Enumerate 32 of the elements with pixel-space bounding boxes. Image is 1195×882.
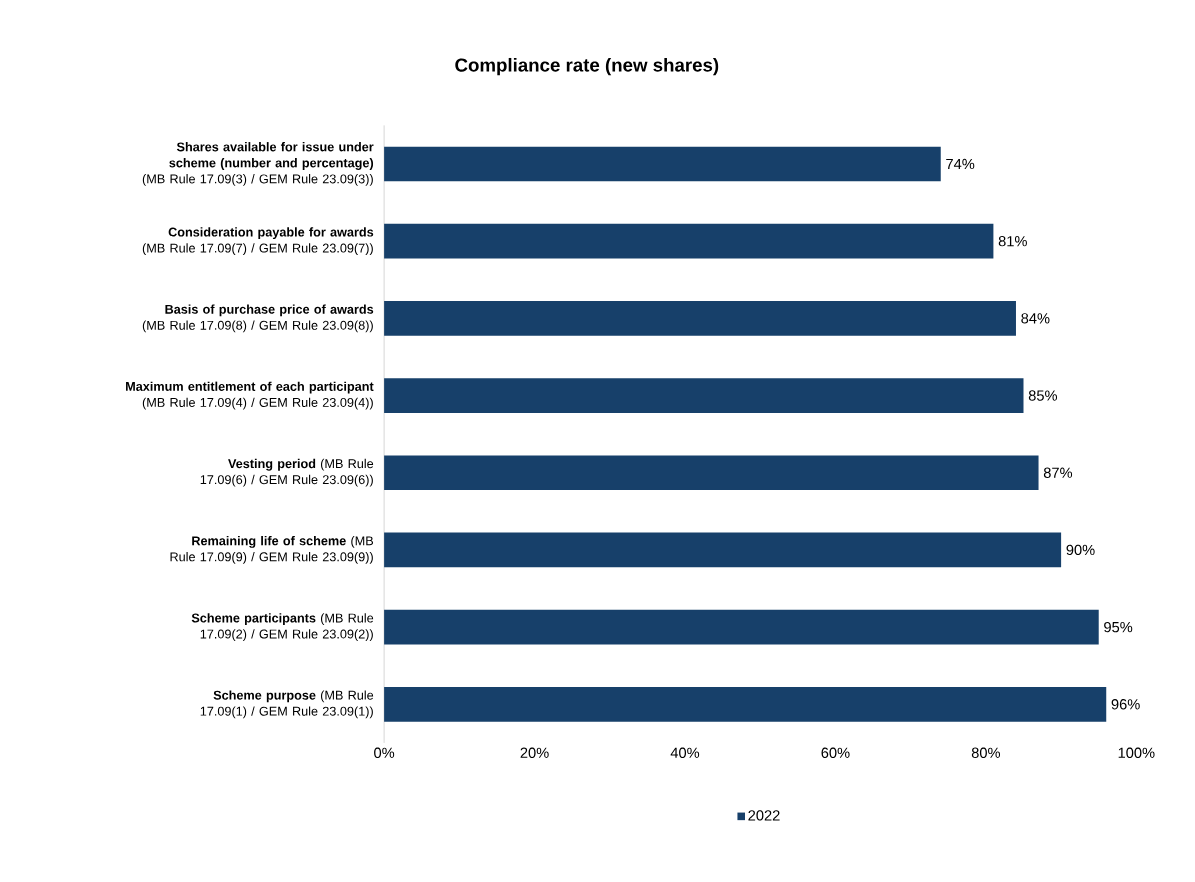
data-label: 95% — [1104, 622, 1133, 633]
y-tick-label: Vesting period (MB Rule 17.09(6) / GEM Rule 23.09(6)) — [200, 459, 374, 487]
bar — [384, 687, 1107, 722]
bar — [384, 146, 941, 182]
y-tick-label: Scheme participants (MB Rule 17.09(2) / GEM Rule 23.09(2)) — [191, 613, 374, 642]
y-tick-label: Consideration payable for awards (MB Rule 17.09(7) / GEM Rule 23.09(7)) — [142, 227, 374, 256]
bar — [384, 224, 994, 259]
y-tick-label: Remaining life of scheme (MB Rule 17.09(9) / GEM Rule 23.09(9)) — [170, 536, 374, 565]
x-tick-label: 60% — [821, 747, 850, 759]
data-label: 90% — [1066, 544, 1095, 556]
bar — [384, 378, 1024, 414]
legend-label: 2022 — [748, 810, 780, 821]
data-label: 81% — [998, 236, 1027, 247]
x-tick-label: 0% — [374, 747, 395, 759]
data-label: 96% — [1111, 699, 1140, 710]
y-tick-label: Shares available for issue under scheme (number and percentage) (MB Rule 17.09(3) / GEM Rule 23.09(3)) — [142, 142, 374, 187]
x-tick-label: 100% — [1118, 747, 1155, 759]
y-tick-label: Maximum entitlement of each participant (MB Rule 17.09(4) / GEM Rule 23.09(4)) — [126, 381, 374, 410]
bar — [384, 301, 1016, 336]
bar — [384, 455, 1039, 491]
data-label: 74% — [946, 159, 975, 170]
data-label: 84% — [1021, 313, 1050, 324]
data-label: 85% — [1028, 390, 1058, 401]
x-tick-label: 20% — [520, 747, 549, 759]
chart-title: Compliance rate (new shares) — [455, 58, 719, 76]
data-label: 87% — [1043, 467, 1073, 479]
x-tick-label: 40% — [670, 747, 700, 759]
bar — [384, 532, 1062, 568]
bar — [384, 609, 1099, 645]
y-tick-label: Scheme purpose (MB Rule 17.09(1) / GEM Rule 23.09(1)) — [200, 690, 374, 719]
y-tick-label: Basis of purchase price of awards (MB Rule 17.09(8) / GEM Rule 23.09(8)) — [142, 304, 374, 333]
x-tick-label: 80% — [971, 747, 1001, 759]
